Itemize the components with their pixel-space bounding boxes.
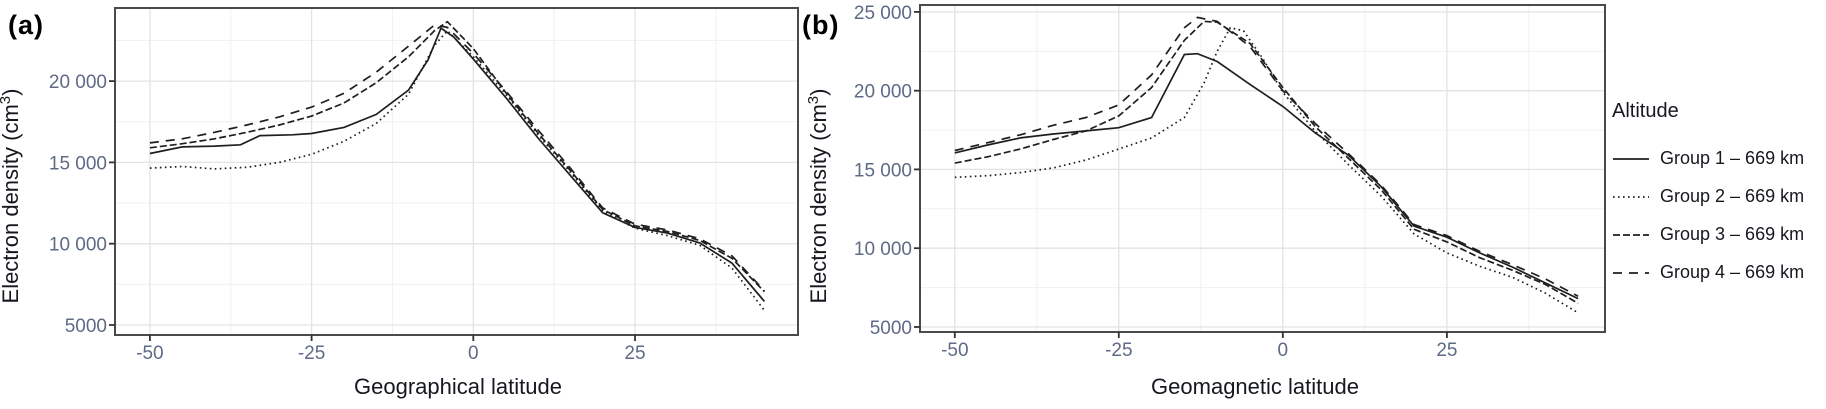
legend-item-group-2: Group 2 – 669 km [1612,185,1824,208]
y-tick-label: 15 000 [854,160,912,181]
dashed-line-style-icon [1613,233,1649,236]
series-line-group-3 [954,20,1579,305]
series-line-group-4 [954,16,1579,297]
panel-border [114,7,799,336]
x-tick-label: -25 [298,343,325,364]
panel-b: -50 -25 0 25 5000 10 000 15 000 20 000 25 000 Geo… [805,3,1606,399]
y-tick-label: 25 000 [854,3,912,24]
y-tick-label: 5000 [870,318,912,339]
y-axis-title: Electron density (cm3) [0,89,23,304]
legend-item-label: Group 1 – 669 km [1660,148,1805,168]
series-line-group-2 [149,29,766,311]
x-axis-title: Geomagnetic latitude [1151,374,1359,399]
y-tick-label: 15 000 [49,153,107,174]
y-axis-title: Electron density (cm3) [805,89,831,304]
panel-a-tag: (a) [8,10,44,40]
solid-line-style-icon [1613,157,1649,160]
x-axis-title: Geographical latitude [354,374,562,399]
panel-border [919,4,1606,333]
x-tick-label: 0 [468,343,479,364]
series-line-group-1 [149,26,766,302]
x-tick-label: -50 [941,340,968,361]
x-tick-label: 0 [1278,340,1289,361]
legend-item-label: Group 3 – 669 km [1660,224,1805,244]
legend-item-group-3: Group 3 – 669 km [1612,223,1824,246]
y-tick-label: 20 000 [854,82,912,103]
legend-item-label: Group 4 – 669 km [1660,262,1805,282]
y-tick-label: 10 000 [49,235,107,256]
x-tick-label: -25 [1105,340,1132,361]
legend-title: Altitude [1612,100,1679,122]
legend-item-group-4: Group 4 – 669 km [1612,261,1824,284]
legend-item-group-1: Group 1 – 669 km [1612,147,1824,170]
longdash-line-style-icon [1613,271,1649,274]
x-tick-label: -50 [136,343,163,364]
x-tick-label: 25 [1436,340,1457,361]
panel-b-tag: (b) [802,10,840,40]
legend-item-label: Group 2 – 669 km [1660,186,1805,206]
x-tick-label: 25 [624,343,645,364]
series-line-group-2 [954,26,1579,314]
series-line-group-1 [954,52,1579,300]
series-line-group-4 [149,24,766,292]
legend: Altitude Group 1 – 669 km Group 2 – 669 … [1612,100,1824,284]
dotted-line-style-icon [1613,195,1649,198]
panel-a: -50 -25 0 25 5000 10 000 15 000 20 000 Geographi… [0,7,799,399]
y-tick-label: 10 000 [854,239,912,260]
y-tick-label: 5000 [65,316,107,337]
series-line-group-3 [149,20,766,293]
y-tick-label: 20 000 [49,72,107,93]
